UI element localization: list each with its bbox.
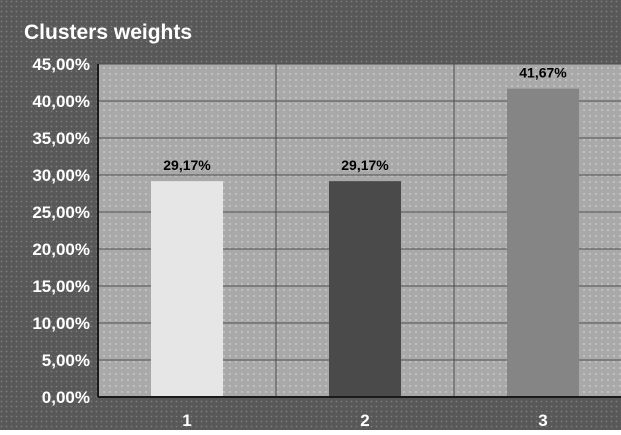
y-tick-label: 25,00% bbox=[32, 203, 90, 222]
y-tick-label: 40,00% bbox=[32, 92, 90, 111]
y-tick-label: 30,00% bbox=[32, 166, 90, 185]
x-tick-label: 2 bbox=[360, 411, 369, 430]
y-tick-label: 15,00% bbox=[32, 277, 90, 296]
y-tick-label: 45,00% bbox=[32, 55, 90, 74]
y-tick-label: 20,00% bbox=[32, 240, 90, 259]
y-tick-label: 35,00% bbox=[32, 129, 90, 148]
bar-1 bbox=[151, 181, 223, 397]
bar-2 bbox=[329, 181, 401, 397]
data-label-2: 29,17% bbox=[341, 157, 389, 173]
data-labels: 29,17% 29,17% 41,67% bbox=[163, 65, 567, 174]
chart-title: Clusters weights bbox=[24, 21, 192, 44]
x-axis-tick-labels: 1 2 3 bbox=[182, 411, 547, 430]
data-label-1: 29,17% bbox=[163, 157, 211, 173]
data-label-3: 41,67% bbox=[519, 65, 567, 81]
y-axis-tick-labels: 0,00% 5,00% 10,00% 15,00% 20,00% 25,00% 30,00%… bbox=[32, 55, 90, 407]
bars bbox=[151, 88, 579, 397]
bar-3 bbox=[507, 88, 579, 397]
y-tick-label: 10,00% bbox=[32, 314, 90, 333]
y-tick-label: 5,00% bbox=[42, 351, 90, 370]
x-tick-label: 1 bbox=[182, 411, 191, 430]
x-tick-label: 3 bbox=[538, 411, 547, 430]
y-tick-label: 0,00% bbox=[42, 388, 90, 407]
